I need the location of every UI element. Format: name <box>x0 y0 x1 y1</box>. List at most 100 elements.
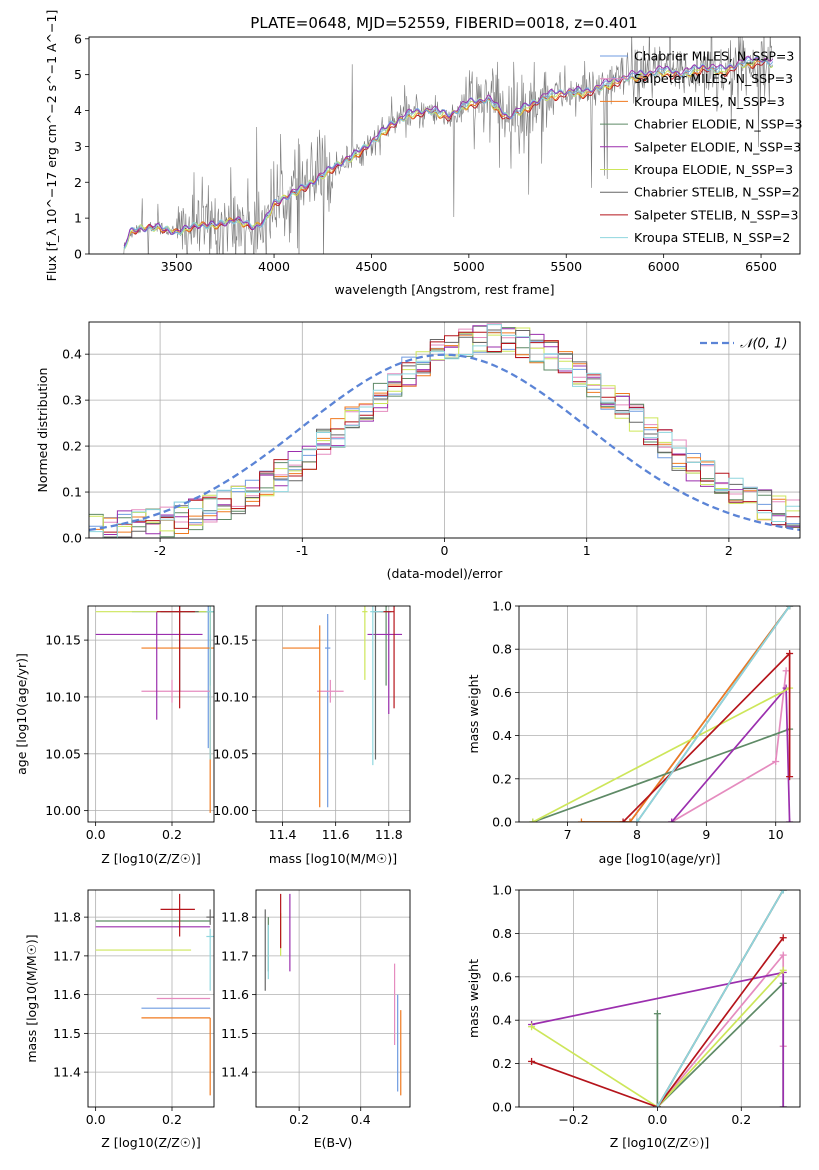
weight-line <box>531 937 784 1107</box>
figure-title: PLATE=0648, MJD=52559, FIBERID=0018, z=0… <box>250 14 637 32</box>
y-tick-label: 0.1 <box>62 485 82 500</box>
legend-label: Kroupa MILES, N_SSP=3 <box>634 94 785 109</box>
legend-label: Salpeter MILES, N_SSP=3 <box>634 71 793 86</box>
weight-line <box>636 606 791 822</box>
x-tick-label: 5500 <box>550 259 582 274</box>
x-tick-label: 0.2 <box>731 1112 751 1127</box>
x-tick-label: 2 <box>725 543 733 558</box>
plot-area <box>95 606 214 813</box>
legend-label: Chabrier STELIB, N_SSP=2 <box>634 185 800 200</box>
y-tick-label: 0.0 <box>492 1100 512 1115</box>
x-axis-label: Z [log10(Z/Z☉)] <box>101 851 201 866</box>
y-tick-label: 0.4 <box>492 1013 512 1028</box>
x-tick-label: 0.0 <box>86 1112 106 1127</box>
y-tick-label: 0.6 <box>492 969 512 984</box>
weight-line <box>656 952 785 1107</box>
axes-mass-vs-EBV: 0.2 0.4 11.4 11.5 11.6 11.7 11.8 E(B-V) <box>221 889 411 1150</box>
axes-age-vs-Z: 0.0 0.2 10.00 10.05 10.10 10.15 Z [log10(Z/Z☉)… <box>14 605 215 866</box>
x-tick-label: 4500 <box>356 259 388 274</box>
y-tick-label: 11.6 <box>53 987 81 1002</box>
x-tick-label: 0 <box>441 543 449 558</box>
x-tick-label: −0.2 <box>558 1112 588 1127</box>
axes-frame <box>255 605 411 823</box>
y-tick-label: 0.4 <box>62 347 82 362</box>
y-tick-label: 0.2 <box>492 771 512 786</box>
y-tick-label: 0.2 <box>62 439 82 454</box>
plot-area <box>264 893 402 1096</box>
y-axis-label: Normed distribution <box>35 368 50 493</box>
x-tick-label: 0.2 <box>289 1112 309 1127</box>
y-tick-label: 4 <box>74 103 82 118</box>
y-tick-label: 10.05 <box>213 746 249 761</box>
weight-line <box>656 890 784 1107</box>
axes-weight-vs-Z: −0.2 0.0 0.2 0.0 0.2 0.4 0.6 0.8 1.0 Z [log10(Z/Z… <box>466 883 801 1150</box>
x-axis-label: Z [log10(Z/Z☉)] <box>610 1135 710 1150</box>
weight-line <box>532 687 790 822</box>
y-tick-label: 10.00 <box>213 803 249 818</box>
y-tick-label: 11.5 <box>53 1026 81 1041</box>
plot-area <box>95 893 214 1096</box>
y-tick-label: 10.15 <box>213 633 249 648</box>
weight-line <box>671 670 787 822</box>
x-tick-label: 11.8 <box>375 827 403 842</box>
x-tick-label: 11.6 <box>322 827 350 842</box>
y-tick-label: 0.2 <box>492 1056 512 1071</box>
y-tick-label: 10.10 <box>45 689 81 704</box>
x-axis-label: Z [log10(Z/Z☉)] <box>101 1135 201 1150</box>
y-tick-label: 1.0 <box>492 883 512 898</box>
x-tick-label: 10 <box>768 827 784 842</box>
legend-label: Chabrier MILES, N_SSP=3 <box>634 49 794 64</box>
y-tick-label: 11.4 <box>53 1065 81 1080</box>
x-tick-label: 0.2 <box>162 827 182 842</box>
y-tick-label: 10.00 <box>45 803 81 818</box>
y-tick-label: 11.4 <box>221 1065 249 1080</box>
y-axis-label: mass [log10(M/M☉)] <box>24 934 39 1062</box>
x-tick-label: 9 <box>702 827 710 842</box>
x-tick-label: 7 <box>564 827 572 842</box>
y-axis-label: mass weight <box>466 959 481 1038</box>
y-tick-label: 2 <box>74 175 82 190</box>
y-tick-label: 0.6 <box>492 685 512 700</box>
weight-line <box>581 606 791 822</box>
model-line <box>123 55 774 247</box>
legend-label: Salpeter STELIB, N_SSP=3 <box>634 207 798 222</box>
y-tick-label: 0.0 <box>62 531 82 546</box>
axes-frame <box>88 321 801 539</box>
axes-frame <box>87 889 215 1108</box>
y-tick-label: 10.15 <box>45 633 81 648</box>
x-tick-label: 6500 <box>745 259 777 274</box>
y-tick-label: 11.7 <box>221 948 249 963</box>
plot-area <box>89 323 800 538</box>
x-tick-label: 1 <box>583 543 591 558</box>
x-tick-label: -1 <box>296 543 308 558</box>
legend-label: Salpeter ELODIE, N_SSP=3 <box>634 139 801 154</box>
y-tick-label: 1 <box>74 211 82 226</box>
y-tick-label: 10.10 <box>213 689 249 704</box>
y-tick-label: 10.05 <box>45 746 81 761</box>
y-tick-label: 11.8 <box>221 910 249 925</box>
y-tick-label: 0.3 <box>62 393 82 408</box>
legend-label: Chabrier ELODIE, N_SSP=3 <box>634 117 803 132</box>
x-axis-label: wavelength [Angstrom, rest frame] <box>334 282 554 297</box>
y-tick-label: 0.4 <box>492 728 512 743</box>
legend-label: Kroupa STELIB, N_SSP=2 <box>634 230 790 245</box>
axes-residuals: -2 -1 0 1 2 0.0 0.1 0.2 0.3 0.4 𝒩(0, 1) (data-model… <box>35 321 801 581</box>
x-tick-label: 6000 <box>648 259 680 274</box>
x-tick-label: 4000 <box>258 259 290 274</box>
plot-area <box>529 606 794 822</box>
y-tick-label: 0.8 <box>492 642 512 657</box>
x-axis-label: E(B-V) <box>314 1135 353 1150</box>
model-line <box>123 59 773 249</box>
y-tick-label: 11.5 <box>221 1026 249 1041</box>
x-tick-label: 0.2 <box>162 1112 182 1127</box>
y-axis-label: age [log10(age/yr)] <box>14 653 29 775</box>
x-tick-label: 8 <box>633 827 641 842</box>
x-axis-label: (data-model)/error <box>387 566 504 581</box>
x-tick-label: 3500 <box>161 259 193 274</box>
y-tick-label: 0.0 <box>492 815 512 830</box>
x-tick-label: -2 <box>154 543 166 558</box>
y-tick-label: 11.6 <box>221 987 249 1002</box>
plot-area <box>123 37 774 254</box>
model-line <box>123 56 774 249</box>
